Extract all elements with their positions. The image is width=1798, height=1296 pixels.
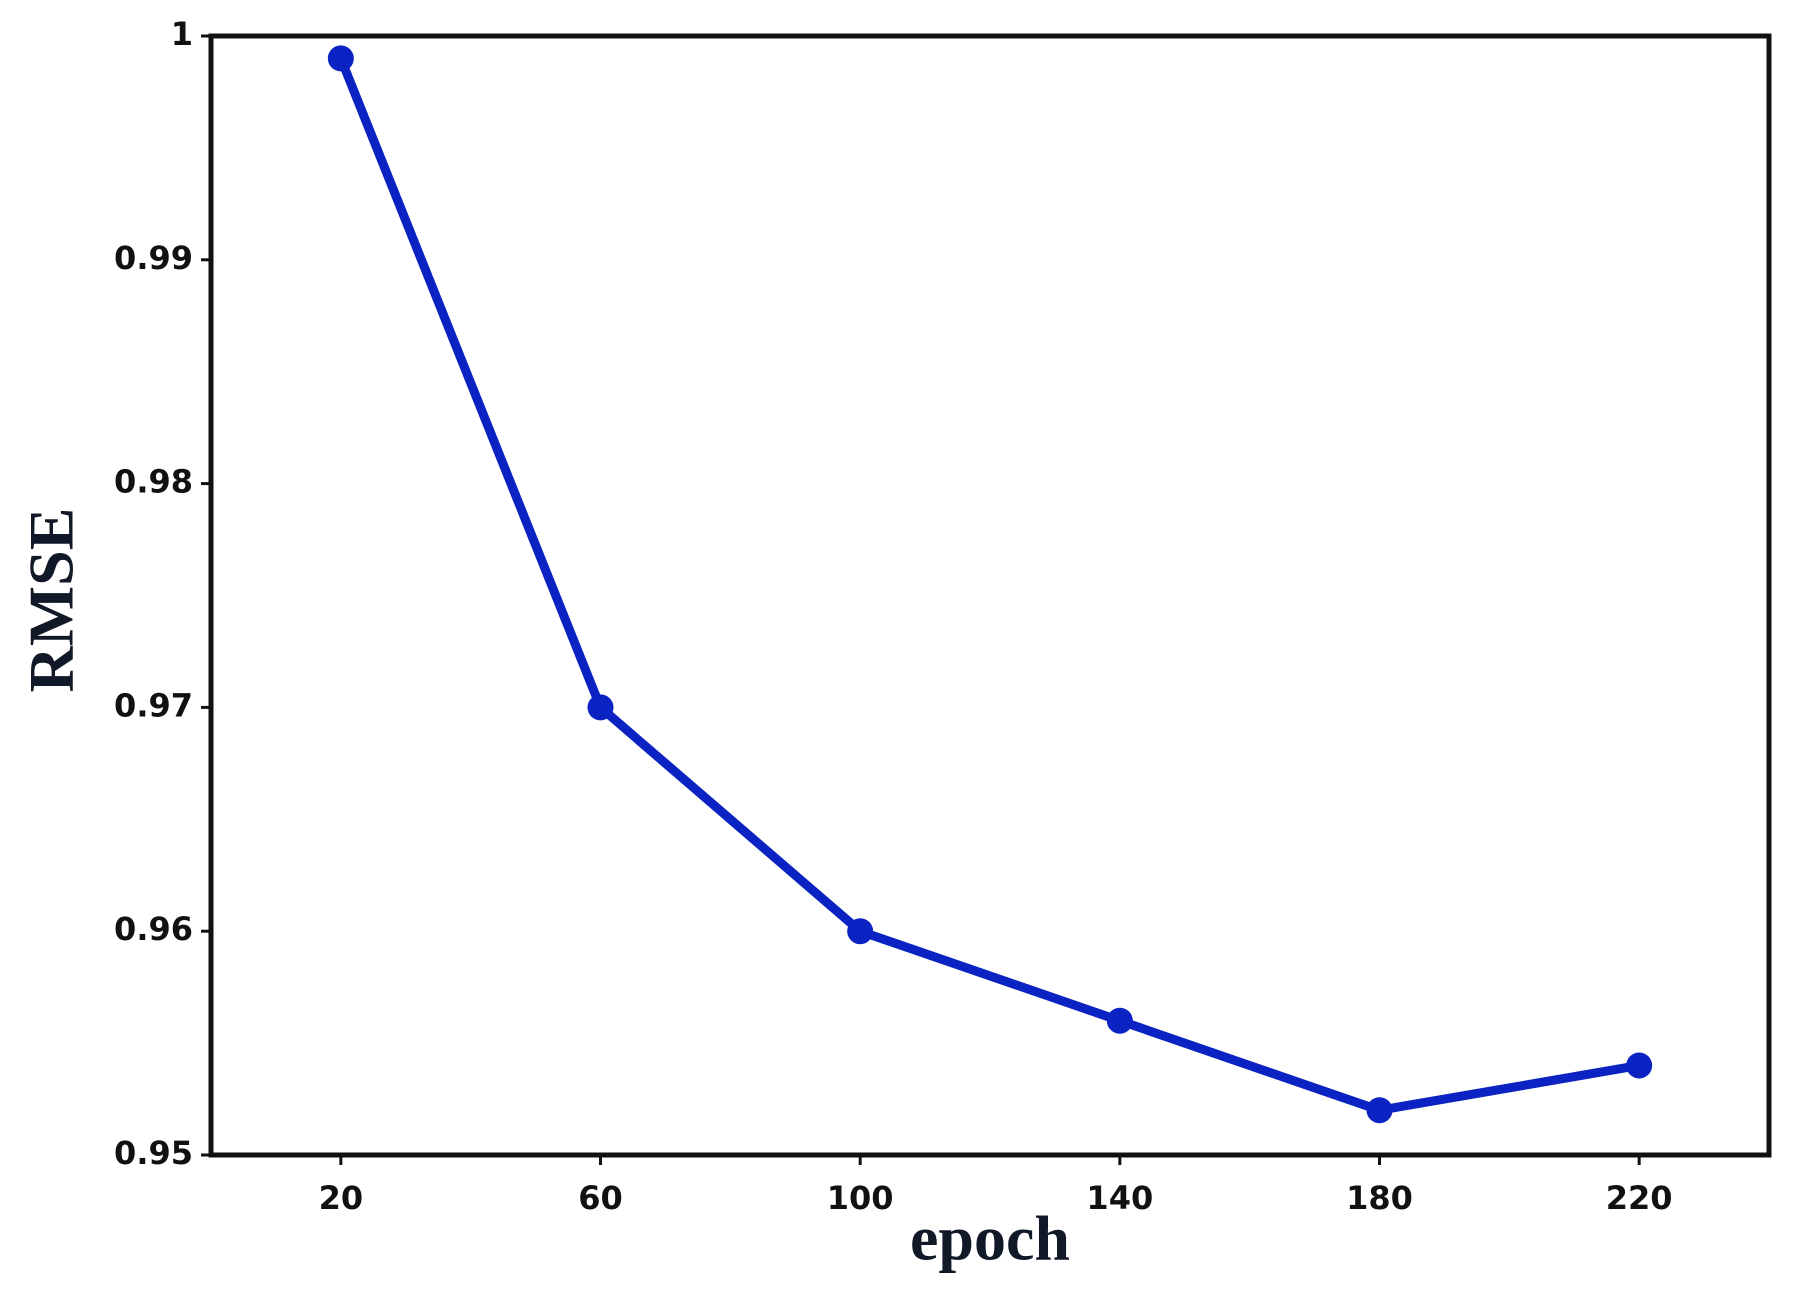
point [1106, 1007, 1133, 1034]
y-tick-label: 0.95 [114, 1134, 193, 1172]
series-line [336, 56, 1640, 1115]
y-tick-label: 1 [171, 15, 193, 53]
y-tick-label: 0.98 [114, 463, 193, 501]
x-tick-label: 220 [1606, 1179, 1673, 1217]
point [1366, 1097, 1393, 1124]
x-tick-label: 140 [1086, 1179, 1153, 1217]
y-tick-label: 0.99 [114, 239, 193, 277]
point [327, 45, 354, 72]
x-axis-title: epoch [910, 1203, 1070, 1274]
y-axis-title: RMSE [16, 508, 87, 693]
y-tick-label: 0.96 [114, 910, 193, 948]
x-tick-label: 180 [1346, 1179, 1413, 1217]
point [1626, 1052, 1653, 1079]
plot-frame [208, 33, 1772, 1158]
point [587, 694, 614, 721]
y-tick-label: 0.97 [114, 686, 193, 724]
x-tick-label: 60 [578, 1179, 623, 1217]
x-tick-label: 100 [827, 1179, 894, 1217]
point [847, 918, 874, 945]
x-tick-label: 20 [319, 1179, 364, 1217]
